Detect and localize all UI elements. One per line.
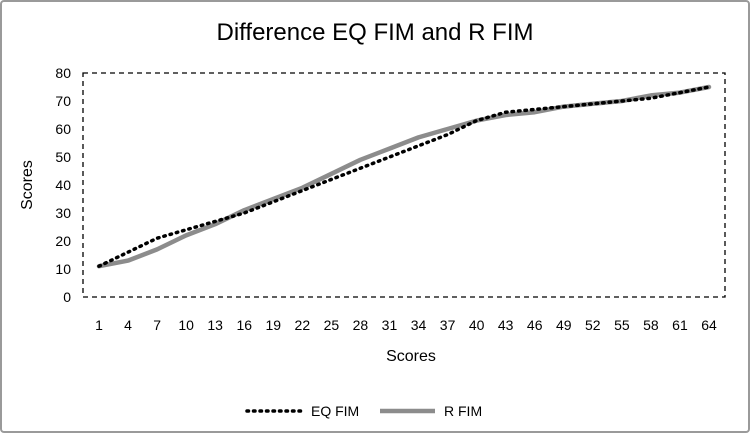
plot-area-border — [82, 72, 726, 298]
chart-title: Difference EQ FIM and R FIM — [217, 19, 534, 46]
x-tick-label: 31 — [382, 317, 398, 333]
legend: EQ FIM R FIM — [245, 403, 482, 419]
x-tick-label: 64 — [701, 317, 717, 333]
y-tick-label: 70 — [55, 93, 71, 109]
x-tick-label: 46 — [527, 317, 543, 333]
x-tick-label: 40 — [469, 317, 485, 333]
x-tick-label: 4 — [124, 317, 132, 333]
x-tick-label: 22 — [295, 317, 311, 333]
x-tick-label: 43 — [498, 317, 514, 333]
y-tick-label: 30 — [55, 205, 71, 221]
series-line-r-fim — [96, 84, 712, 269]
y-tick-label: 20 — [55, 233, 71, 249]
x-tick-label: 25 — [324, 317, 340, 333]
x-tick-label: 1 — [95, 317, 103, 333]
x-axis-label: Scores — [386, 348, 436, 365]
x-tick-label: 52 — [585, 317, 601, 333]
y-tick-label: 40 — [55, 177, 71, 193]
y-axis-ticks: 0 10 20 30 40 50 60 70 80 — [55, 65, 71, 305]
y-axis-label: Scores — [19, 160, 36, 210]
y-tick-label: 10 — [55, 261, 71, 277]
legend-label-r-fim: R FIM — [444, 403, 482, 419]
x-tick-label: 49 — [556, 317, 572, 333]
x-tick-label: 34 — [411, 317, 427, 333]
x-tick-label: 19 — [265, 317, 281, 333]
x-tick-label: 58 — [643, 317, 659, 333]
x-tick-label: 55 — [614, 317, 630, 333]
x-tick-label: 37 — [440, 317, 456, 333]
series-group — [96, 84, 712, 269]
y-tick-label: 0 — [63, 289, 71, 305]
x-tick-label: 28 — [353, 317, 369, 333]
x-tick-label: 7 — [153, 317, 161, 333]
x-tick-label: 61 — [672, 317, 688, 333]
x-axis-ticks: 1 4 7 10 13 16 19 22 25 28 31 34 37 40 43 46 49 52 55 58 61 6… — [95, 317, 717, 333]
series-line-eq-fim — [97, 85, 711, 268]
x-tick-label: 16 — [236, 317, 252, 333]
x-tick-label: 10 — [178, 317, 194, 333]
y-tick-label: 80 — [55, 65, 71, 81]
x-tick-label: 13 — [207, 317, 223, 333]
y-tick-label: 60 — [55, 121, 71, 137]
legend-label-eq-fim: EQ FIM — [311, 403, 359, 419]
y-tick-label: 50 — [55, 149, 71, 165]
